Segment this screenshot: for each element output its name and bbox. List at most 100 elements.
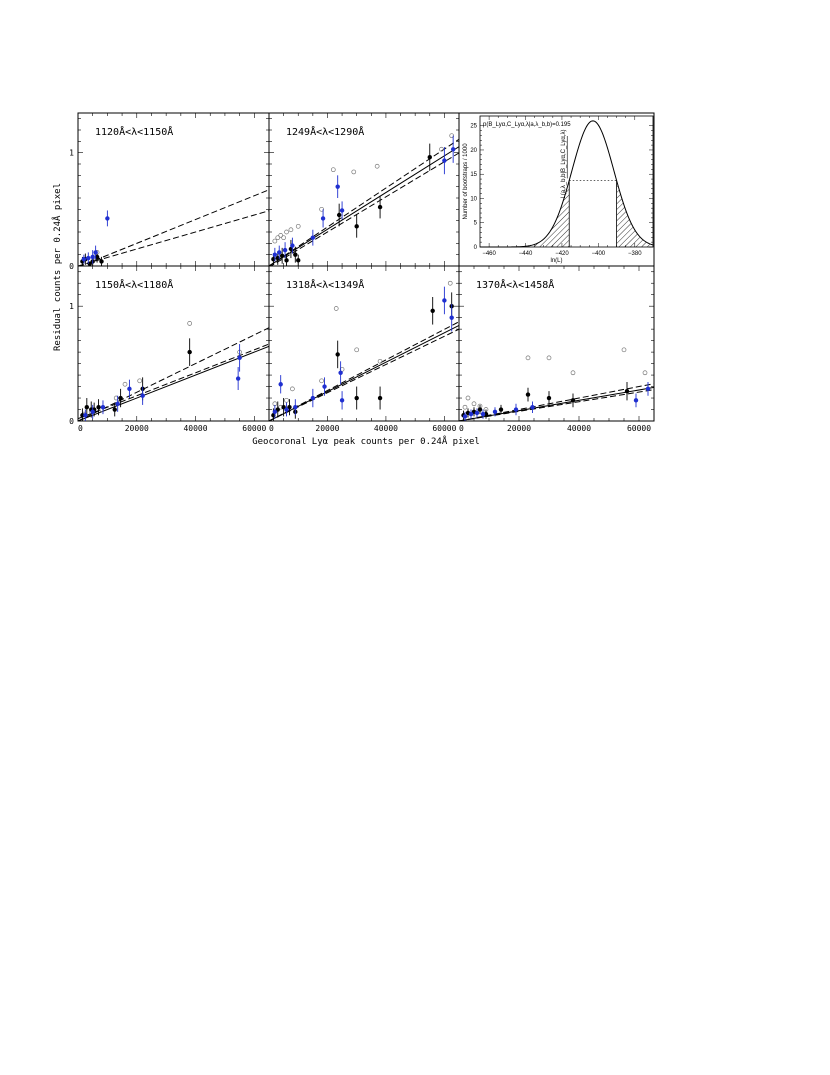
open-point xyxy=(295,223,301,229)
panel-2: −460 −440 −420 −400 −380 0 5 10 15 20 25 ln(L) Numbe… xyxy=(458,112,655,267)
blue-point xyxy=(320,216,326,221)
x-tick-label: 0 xyxy=(269,424,274,433)
black-point xyxy=(377,395,383,401)
blue-point xyxy=(633,398,639,403)
black-point xyxy=(427,155,432,160)
open-point xyxy=(278,233,284,238)
panel-5: 0 20000 40000 60000 1370Å<λ<1458Å xyxy=(458,265,655,433)
x-tick-label: −420 xyxy=(555,251,569,257)
blue-point xyxy=(310,235,316,240)
open-point xyxy=(439,146,444,152)
y-tick-label: 10 xyxy=(470,196,477,202)
fit-line-solid xyxy=(269,146,459,266)
y-tick-label: 20 xyxy=(470,148,477,154)
black-point xyxy=(279,253,285,258)
black-point xyxy=(377,204,383,210)
black-point xyxy=(336,212,342,218)
x-tick-label: −380 xyxy=(628,251,642,257)
blue-point xyxy=(81,257,87,262)
black-point xyxy=(525,392,531,397)
panel-title: 1249Å<λ<1290Å xyxy=(286,125,364,138)
panel-title: 1318Å<λ<1349Å xyxy=(286,278,364,291)
blue-point xyxy=(290,243,295,248)
open-point xyxy=(113,395,119,401)
x-tick-label: 20000 xyxy=(125,424,149,433)
x-tick-label: 60000 xyxy=(432,424,456,433)
y-tick-label: 1 xyxy=(69,302,74,311)
blue-point xyxy=(115,401,120,406)
y-tick-label: 0 xyxy=(69,262,74,271)
inset-x-label: ln(L) xyxy=(550,258,562,264)
open-point xyxy=(525,355,531,361)
open-point xyxy=(354,347,360,353)
black-point xyxy=(84,405,90,410)
black-point xyxy=(570,398,576,403)
panel-title: 1120Å<λ<1150Å xyxy=(95,125,173,138)
inset-y-label: Number of bootstraps / 1000 xyxy=(463,143,469,220)
inset-title: p(B_Lyα,C_Lyα,λ|a,λ_b,b)=0.195 xyxy=(483,122,571,128)
blue-point xyxy=(462,414,468,419)
x-tick-label: 60000 xyxy=(627,424,651,433)
open-point xyxy=(290,386,295,392)
blue-point xyxy=(310,395,316,401)
open-point xyxy=(570,370,576,376)
blue-point xyxy=(278,382,283,387)
black-point xyxy=(430,308,435,313)
blue-point xyxy=(339,398,345,403)
black-point xyxy=(293,252,298,257)
blue-point xyxy=(235,376,241,381)
fit-line-dashed xyxy=(78,210,269,266)
x-tick-label: −460 xyxy=(482,251,496,257)
black-point xyxy=(498,407,504,412)
open-point xyxy=(621,347,627,353)
blue-point xyxy=(237,355,242,361)
blue-point xyxy=(90,254,95,260)
blue-point xyxy=(83,413,88,418)
x-axis-title: Geocoronal Lyα peak counts per 0.24Å pix… xyxy=(252,435,480,447)
panel-frame xyxy=(458,265,655,422)
panel-plot-area xyxy=(269,280,459,421)
open-point xyxy=(351,169,357,175)
black-point xyxy=(96,405,101,410)
blue-point xyxy=(272,252,278,257)
y-tick-label: 1 xyxy=(69,149,74,158)
open-point xyxy=(122,381,128,387)
open-point xyxy=(330,167,336,173)
blue-point xyxy=(86,255,91,261)
open-point xyxy=(449,133,455,139)
fit-line-dashed xyxy=(78,343,269,420)
black-point xyxy=(477,407,483,412)
blue-point xyxy=(335,184,340,189)
panel-1: 1249Å<λ<1290Å xyxy=(268,112,460,267)
blue-point xyxy=(140,393,145,398)
open-point xyxy=(471,401,477,407)
fit-line-solid xyxy=(269,325,459,421)
right-tail-hatch xyxy=(616,180,653,247)
blue-point xyxy=(449,315,454,320)
black-point xyxy=(112,407,117,412)
y-tick-label: 15 xyxy=(470,172,477,178)
black-point xyxy=(99,259,104,264)
fit-line-solid xyxy=(78,345,269,421)
open-point xyxy=(465,395,471,401)
blue-point xyxy=(450,147,456,152)
blue-point xyxy=(339,208,345,213)
black-point xyxy=(546,395,552,401)
panel-3: 0 1 0 20000 40000 60000 1150Å<λ<1180Å xyxy=(69,265,270,433)
black-point xyxy=(284,258,289,263)
blue-point xyxy=(530,405,535,410)
fit-line-dashed xyxy=(269,138,459,266)
blue-point xyxy=(272,409,278,415)
black-point xyxy=(118,395,123,401)
fit-line-dashed xyxy=(269,152,459,266)
observed-label: L(a,λ_b,b|B_Lyα,C_Lyα,λ) xyxy=(561,129,567,198)
y-tick-label: 25 xyxy=(470,124,477,130)
panel-plot-area xyxy=(78,189,269,266)
panel-plot-area xyxy=(269,133,459,266)
blue-point xyxy=(284,407,289,412)
black-point xyxy=(335,352,340,357)
panel-0: 0 1 1120Å<λ<1150Å xyxy=(69,112,270,271)
open-point xyxy=(377,358,383,364)
open-point xyxy=(137,378,143,384)
fit-line-dashed xyxy=(459,383,654,421)
